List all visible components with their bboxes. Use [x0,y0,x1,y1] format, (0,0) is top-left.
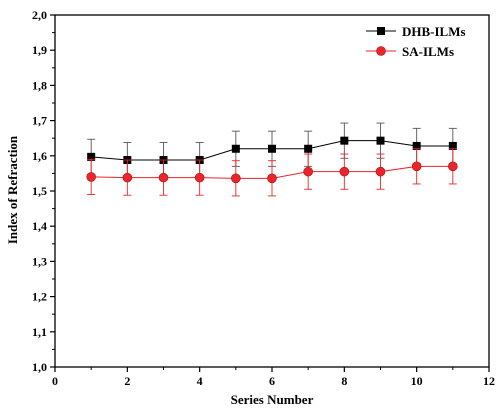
y-tick-label: 1,2 [32,290,47,304]
data-point [231,173,241,184]
data-point [122,172,133,183]
legend-item: DHB-ILMs [366,24,466,39]
legend-marker [376,46,386,56]
data-point [448,161,458,172]
data-point [375,166,386,177]
data-point [448,141,457,150]
data-point [376,136,385,145]
legend-label: SA-ILMs [402,44,454,59]
y-tick-label: 1,8 [32,78,47,92]
data-point [339,166,350,177]
data-point [87,152,96,161]
y-tick-label: 1,0 [32,360,47,374]
data-point [194,172,205,183]
x-tick-label: 10 [411,374,423,388]
data-point [86,172,96,182]
y-tick-label: 2,0 [32,8,47,22]
y-tick-label: 1,6 [32,149,47,163]
legend-label: DHB-ILMs [402,24,466,39]
y-tick-label: 1,9 [32,43,47,57]
y-tick-label: 1,4 [32,219,47,233]
y-axis-title: Index of Refraction [5,135,20,244]
x-tick-label: 8 [341,374,347,388]
x-axis-title: Series Number [231,392,314,407]
x-tick-label: 0 [52,374,58,388]
legend-marker [377,27,385,35]
data-point [412,141,421,150]
y-tick-label: 1,5 [32,184,47,198]
data-point [231,144,240,153]
series-sa-ilms [86,148,458,197]
legend-item: SA-ILMs [366,44,454,59]
x-tick-label: 4 [197,374,203,388]
data-point [340,136,349,145]
data-point [158,172,169,183]
y-tick-label: 1,7 [32,114,47,128]
y-tick-label: 1,3 [32,254,47,268]
data-point [303,166,313,177]
data-point [411,161,422,172]
data-point [268,144,276,153]
y-tick-label: 1,1 [32,325,47,339]
data-point [267,173,277,184]
x-tick-label: 12 [483,374,495,388]
data-point [304,144,313,153]
x-tick-label: 2 [124,374,130,388]
x-tick-label: 6 [269,374,275,388]
